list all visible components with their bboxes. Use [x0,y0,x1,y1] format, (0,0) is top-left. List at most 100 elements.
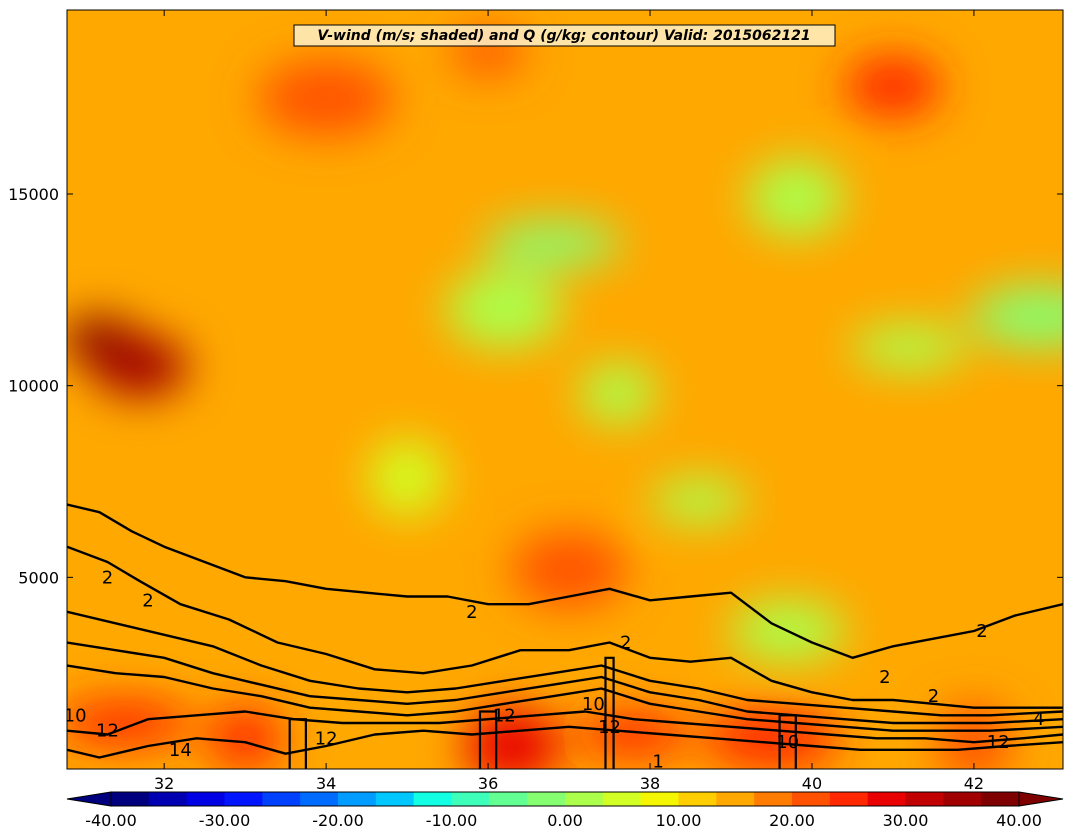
colorbar-tick-label: -30.00 [199,811,251,830]
wind-anomaly [844,56,941,117]
contour-label: 10 [582,694,605,715]
y-tick-label: 15000 [8,185,59,204]
colorbar: -40.00 -30.00 -20.00 -10.00 0.00 10.00 20.00 30… [66,791,1064,830]
colorbar-segment [565,792,604,806]
colorbar-segment [905,792,944,806]
wind-anomaly [511,531,628,608]
wind-anomaly [650,478,747,523]
q-contour-10 [67,664,1063,732]
q-contour-spike [604,656,615,769]
x-tick-label: 42 [964,774,984,793]
q-contour-2 [67,503,1063,659]
wind-anomaly [369,439,446,516]
colorbar-segment [602,792,642,806]
wind-anomaly [464,708,561,769]
colorbar-segment [338,792,377,806]
colorbar-segment [716,792,755,806]
wind-anomaly [747,159,844,236]
wind-shading [67,10,1063,769]
q-contour-12 [67,710,1063,744]
wind-base [67,10,1063,769]
contour-label: 2 [976,621,987,642]
colorbar-segment [981,792,1020,806]
colorbar-tick-label: -40.00 [85,811,137,830]
wind-anomaly [207,708,284,769]
colorbar-segment [829,792,869,806]
contour-label: 14 [169,740,192,761]
colorbar-segment [262,792,301,806]
plot-frame [66,9,1064,770]
colorbar-segment [943,792,982,806]
wind-anomaly [970,286,1063,347]
q-contour-6 [67,610,1063,717]
colorbar-extend-low [66,791,112,807]
contour-label: 1 [652,751,663,772]
q-contour-spike [288,718,307,769]
contour-label: 12 [315,728,338,749]
colorbar-segment [451,792,490,806]
q-contour-4 [67,545,1063,709]
x-tick-label: 34 [316,774,336,793]
colorbar-tick-label: 10.00 [656,811,702,830]
q-contour-8 [67,641,1063,725]
contour-label: 2 [620,633,631,654]
wind-anomaly [579,363,656,424]
x-tick-label: 36 [478,774,498,793]
x-tick-label: 40 [802,774,822,793]
contour-label: 10 [64,705,87,726]
x-tick-label: 32 [154,774,174,793]
q-contour-spike [478,710,498,769]
contour-label: 2 [142,590,153,611]
wind-anomaly [446,271,563,347]
colorbar-segment [224,792,263,806]
contour-label: 10 [776,732,799,753]
colorbar-tick-label: 20.00 [769,811,815,830]
x-axis: 32 34 36 38 40 42 [154,10,984,793]
colorbar-tick-label: -20.00 [312,811,364,830]
wind-anomaly [91,336,188,397]
colorbar-segment [148,792,188,806]
wind-anomaly [935,704,1012,769]
q-contour-spike [778,714,797,769]
contour-label: 2 [879,667,890,688]
colorbar-segment [754,792,793,806]
q-contours [67,503,1063,769]
colorbar-segment [792,792,831,806]
colorbar-segment [678,792,717,806]
contour-label: 12 [493,705,516,726]
wind-anomaly [851,325,968,370]
q-contour-14 [67,725,1063,759]
colorbar-tick-label: 40.00 [996,811,1042,830]
colorbar-segment [527,792,566,806]
colorbar-extend-high [1018,791,1064,807]
contour-label: 2 [102,567,113,588]
contour-label: 12 [598,717,621,738]
colorbar-segment [413,792,452,806]
colorbar-frame [110,791,1020,807]
contour-label: 12 [987,732,1010,753]
colorbar-tick-label: 30.00 [883,811,929,830]
contour-label: 2 [928,686,939,707]
colorbar-segment [111,792,150,806]
chart-title-box: V-wind (m/s; shaded) and Q (g/kg; contou… [293,24,836,47]
colorbar-segment [640,792,679,806]
colorbar-segment [489,792,528,806]
colorbar-tick-label: 0.00 [547,811,583,830]
contour-label: 2 [466,602,477,623]
contour-label: 12 [96,721,119,742]
colorbar-segment [186,792,225,806]
y-tick-label: 10000 [8,377,59,396]
title-background [293,24,836,47]
wind-anomaly [484,221,621,266]
y-axis: 5000 10000 15000 [8,185,1063,587]
colorbar-segment [867,792,906,806]
wind-anomaly [258,60,395,137]
contour-label: 4 [1033,709,1044,730]
y-tick-label: 5000 [18,568,59,587]
chart-title: V-wind (m/s; shaded) and Q (g/kg; contou… [317,28,810,44]
colorbar-segment [375,792,415,806]
colorbar-segment [300,792,339,806]
